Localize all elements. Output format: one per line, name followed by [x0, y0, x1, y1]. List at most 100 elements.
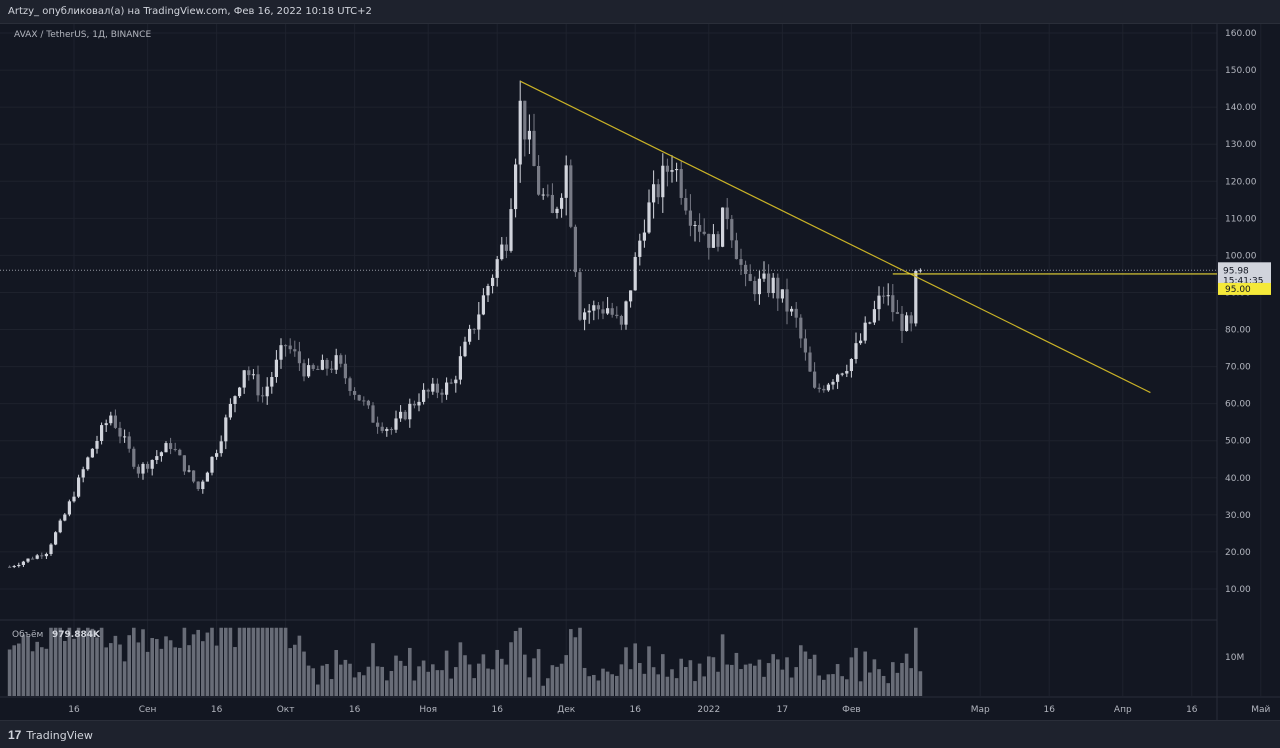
- candle-body: [541, 194, 545, 196]
- volume-bar: [661, 654, 665, 696]
- candle-body: [219, 441, 223, 454]
- volume-bar: [725, 664, 729, 696]
- volume-bar: [90, 628, 95, 696]
- candles: [8, 80, 922, 569]
- volume-bar: [270, 627, 274, 696]
- footer-bar: 17 TradingView: [0, 720, 1280, 748]
- volume-bar: [748, 663, 752, 696]
- candle-body: [877, 295, 881, 310]
- candle-body: [840, 373, 844, 375]
- volume-bar: [81, 636, 85, 696]
- y-tick-label: 10.00: [1225, 585, 1251, 595]
- candle-body: [205, 472, 209, 482]
- volume-bar: [863, 651, 867, 696]
- candle-body: [716, 234, 720, 247]
- y-tick-label: 60.00: [1225, 400, 1251, 410]
- volume-bar: [757, 659, 762, 696]
- candle-body: [251, 374, 255, 376]
- publish-line: Artzy_ опубликовал(а) на TradingView.com…: [8, 6, 372, 17]
- candle-body: [150, 459, 154, 469]
- candle-body: [348, 378, 352, 391]
- candle-body: [343, 363, 347, 379]
- candle-body: [537, 165, 541, 195]
- candle-body: [81, 469, 85, 478]
- volume-bar: [72, 638, 76, 696]
- volume-bar: [762, 676, 766, 696]
- candle-body: [109, 415, 113, 424]
- volume-bar: [104, 647, 108, 696]
- candle-body: [721, 207, 725, 247]
- y-tick-label: 120.00: [1225, 177, 1257, 187]
- candle-body: [293, 349, 297, 352]
- candle-body: [822, 388, 826, 391]
- price-chart[interactable]: AVAX / TetherUS, 1Д, BINANCE 160.00 150.00…: [0, 24, 1280, 720]
- candle-body: [569, 165, 573, 227]
- volume-bar: [113, 635, 118, 696]
- volume-bar: [753, 665, 757, 696]
- candle-body: [362, 400, 366, 402]
- volume-bar: [895, 672, 900, 696]
- volume-bar: [868, 672, 872, 696]
- volume-bar: [159, 648, 164, 696]
- volume-bar: [228, 627, 233, 696]
- y-tick-label: 150.00: [1225, 66, 1257, 76]
- candle-body: [610, 308, 614, 315]
- volume-bar: [472, 678, 476, 696]
- candle-body: [730, 219, 734, 241]
- volume-bar: [109, 643, 113, 696]
- candle-body: [817, 387, 821, 389]
- candle-body: [316, 368, 320, 370]
- volume-bar: [633, 643, 637, 696]
- candle-body: [725, 207, 729, 220]
- tradingview-brand[interactable]: 17 TradingView: [8, 728, 93, 742]
- x-tick-label: Мар: [971, 705, 990, 715]
- candle-body: [491, 277, 495, 286]
- candle-body: [325, 359, 329, 369]
- candle-body: [909, 315, 913, 324]
- volume-bar: [40, 647, 44, 696]
- candle-body: [836, 374, 840, 382]
- volume-bar: [297, 635, 302, 696]
- volume-bar: [343, 659, 348, 696]
- volume-bar: [826, 674, 831, 696]
- y-tick-label: 40.00: [1225, 474, 1251, 484]
- chart-background: [0, 24, 1280, 720]
- volume-bar: [523, 654, 527, 696]
- x-tick-label: Апр: [1114, 705, 1132, 715]
- volume-bar: [260, 627, 265, 696]
- volume-bar: [651, 667, 656, 696]
- x-tick-label: 16: [1043, 705, 1055, 715]
- candle-body: [560, 197, 564, 209]
- candle-body: [592, 305, 596, 311]
- candle-body: [40, 555, 44, 557]
- volume-bar: [311, 668, 315, 696]
- candle-body: [914, 270, 918, 324]
- volume-bar: [697, 663, 702, 696]
- volume-bar: [306, 665, 311, 696]
- volume-bar: [385, 680, 389, 696]
- volume-bar: [513, 631, 518, 696]
- volume-bar: [219, 627, 223, 696]
- volume-bar: [500, 658, 504, 696]
- x-tick-label: 16: [349, 705, 361, 715]
- volume-bar: [716, 671, 720, 696]
- candle-body: [734, 240, 738, 260]
- volume-bar: [831, 674, 835, 696]
- candle-body: [868, 322, 872, 324]
- volume-bar: [155, 639, 159, 696]
- x-tick-label: 16: [491, 705, 503, 715]
- volume-bar: [582, 667, 587, 696]
- symbol-label: AVAX / TetherUS, 1Д, BINANCE: [14, 30, 151, 40]
- candle-body: [238, 387, 242, 397]
- volume-value: 979.884K: [52, 630, 101, 640]
- candle-body: [514, 164, 518, 210]
- candle-body: [274, 359, 278, 378]
- volume-bar: [375, 666, 380, 696]
- candle-body: [688, 210, 692, 226]
- candle-body: [633, 256, 637, 291]
- volume-label: Объём: [12, 630, 43, 640]
- candle-body: [233, 396, 237, 404]
- candle-body: [629, 290, 633, 302]
- candle-body: [21, 561, 25, 565]
- candle-body: [771, 277, 775, 294]
